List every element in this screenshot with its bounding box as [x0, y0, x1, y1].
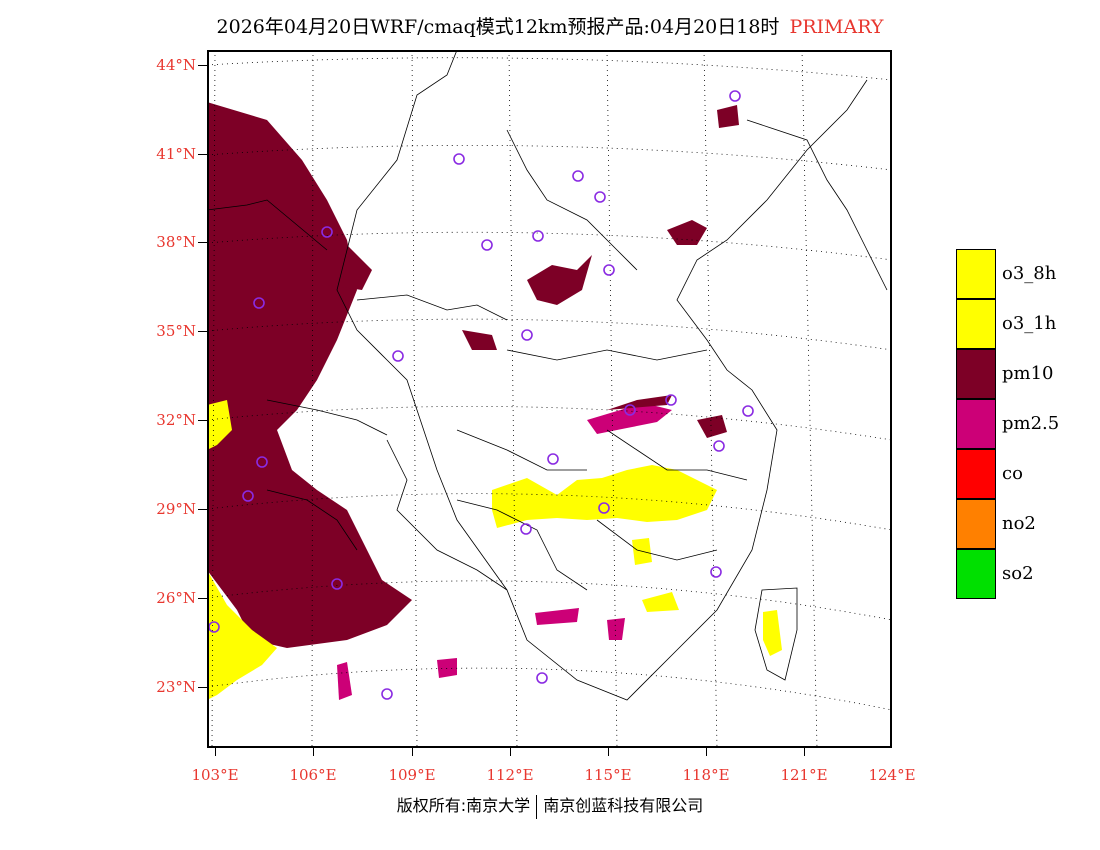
- legend-swatch: [956, 349, 996, 399]
- lat-label-44: 44°N: [156, 56, 196, 74]
- pm25-patch-south4: [607, 618, 625, 640]
- legend-item-no2: no2: [956, 499, 1076, 549]
- legend-label: pm2.5: [1002, 413, 1060, 434]
- lat-label-29: 29°N: [156, 500, 196, 518]
- legend-label: pm10: [1002, 363, 1054, 384]
- pm10-patch-yangtze: [607, 395, 672, 410]
- legend: o3_8h o3_1h pm10 pm2.5 co no2 so2: [956, 249, 1076, 599]
- lat-tick: [198, 65, 207, 66]
- pm25-region-yangtze: [587, 405, 672, 434]
- lon-label-109: 109°E: [388, 766, 436, 784]
- lat-tick: [198, 598, 207, 599]
- legend-swatch: [956, 549, 996, 599]
- lat-tick: [198, 687, 207, 688]
- lat-label-35: 35°N: [156, 322, 196, 340]
- pm10-patch-bohai: [667, 220, 707, 245]
- lon-label-103: 103°E: [191, 766, 239, 784]
- pm10-patch-north-china: [527, 255, 592, 305]
- boundaries: [209, 52, 888, 701]
- lat-label-26: 26°N: [156, 589, 196, 607]
- lat-label-38: 38°N: [156, 233, 196, 251]
- copyright-right: 南京创蓝科技有限公司: [543, 796, 704, 815]
- legend-label: so2: [1002, 563, 1034, 584]
- legend-swatch: [956, 499, 996, 549]
- lat-tick: [198, 242, 207, 243]
- title-text: 2026年04月20日WRF/cmaq模式12km预报产品:04月20日18时: [216, 16, 780, 38]
- lon-label-124: 124°E: [868, 766, 916, 784]
- legend-item-pm10: pm10: [956, 349, 1076, 399]
- lon-tick: [412, 748, 413, 756]
- pm10-patch-anhui: [697, 415, 727, 438]
- legend-label: o3_8h: [1002, 263, 1057, 284]
- lon-tick: [804, 748, 805, 756]
- lon-label-106: 106°E: [289, 766, 337, 784]
- o3-region-coast: [642, 592, 679, 612]
- lat-tick: [198, 154, 207, 155]
- lon-label-121: 121°E: [780, 766, 828, 784]
- copyright-left: 版权所有:南京大学: [396, 796, 531, 815]
- lon-tick: [215, 748, 216, 756]
- lon-tick: [608, 748, 609, 756]
- pm25-patch-south2: [437, 658, 457, 678]
- legend-item-co: co: [956, 449, 1076, 499]
- lat-tick: [198, 331, 207, 332]
- lon-label-118: 118°E: [682, 766, 730, 784]
- o3-region-southwest: [209, 573, 277, 699]
- legend-item-pm25: pm2.5: [956, 399, 1076, 449]
- page-title: 2026年04月20日WRF/cmaq模式12km预报产品:04月20日18时 P…: [0, 12, 1100, 39]
- legend-swatch: [956, 249, 996, 299]
- pm10-patch-henan: [462, 330, 497, 350]
- lat-label-41: 41°N: [156, 145, 196, 163]
- pm25-patch-south3: [535, 608, 579, 625]
- legend-swatch: [956, 399, 996, 449]
- legend-swatch: [956, 299, 996, 349]
- legend-item-o3-8h: o3_8h: [956, 249, 1076, 299]
- copyright: 版权所有:南京大学 南京创蓝科技有限公司: [0, 792, 1100, 819]
- lat-label-23: 23°N: [156, 678, 196, 696]
- legend-swatch: [956, 449, 996, 499]
- legend-label: co: [1002, 463, 1023, 484]
- lat-tick: [198, 509, 207, 510]
- o3-region-central: [492, 465, 717, 528]
- o3-region-west: [209, 400, 232, 449]
- legend-label: o3_1h: [1002, 313, 1057, 334]
- lat-tick: [198, 420, 207, 421]
- pm10-region-west: [209, 102, 412, 648]
- lon-tick: [706, 748, 707, 756]
- lon-tick: [510, 748, 511, 756]
- legend-label: no2: [1002, 513, 1036, 534]
- pm10-patch-northeast: [717, 105, 739, 128]
- lon-label-115: 115°E: [584, 766, 632, 784]
- pm25-patch-south1: [337, 662, 352, 700]
- o3-region-taiwan: [763, 610, 782, 656]
- pollution-map: [209, 52, 890, 746]
- primary-tag: PRIMARY: [789, 16, 884, 38]
- lat-label-32: 32°N: [156, 411, 196, 429]
- pm10-region-north: [297, 220, 372, 290]
- lon-label-112: 112°E: [486, 766, 534, 784]
- copyright-separator: [536, 794, 538, 819]
- legend-item-so2: so2: [956, 549, 1076, 599]
- legend-item-o3-1h: o3_1h: [956, 299, 1076, 349]
- lon-tick: [313, 748, 314, 756]
- station-markers: [209, 90, 754, 700]
